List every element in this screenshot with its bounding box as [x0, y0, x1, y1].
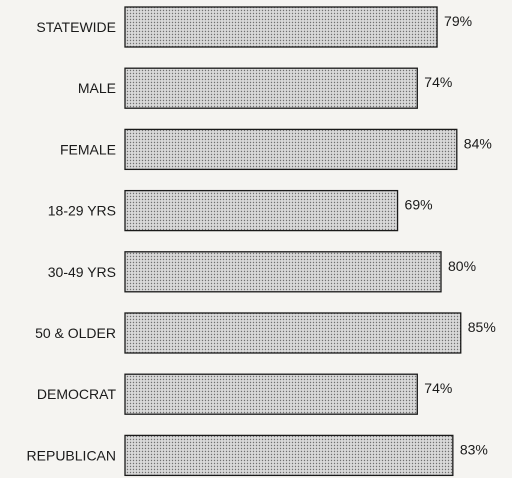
category-label-18-29-yrs: 18-29 YRS — [48, 203, 116, 219]
category-label-30-49-yrs: 30-49 YRS — [48, 264, 116, 280]
category-label-50-and-older: 50 & OLDER — [35, 325, 116, 341]
category-label-democrat: DEMOCRAT — [37, 386, 117, 402]
value-label-30-49-yrs: 80% — [448, 258, 476, 274]
category-label-female: FEMALE — [60, 141, 116, 157]
category-label-statewide: STATEWIDE — [36, 19, 116, 35]
bar-statewide — [124, 6, 438, 48]
bar-male — [124, 67, 418, 109]
value-label-democrat: 74% — [424, 380, 452, 396]
value-label-18-29-yrs: 69% — [405, 197, 433, 213]
value-label-50-and-older: 85% — [468, 319, 496, 335]
category-label-male: MALE — [78, 80, 116, 96]
bar-democrat — [124, 373, 418, 415]
value-label-republican: 83% — [460, 441, 488, 457]
value-label-statewide: 79% — [444, 13, 472, 29]
bar-30-49-yrs — [124, 251, 442, 293]
bar-republican — [124, 434, 454, 477]
value-label-male: 74% — [424, 74, 452, 90]
value-label-female: 84% — [464, 135, 492, 151]
bar-female — [124, 128, 458, 171]
bar-18-29-yrs — [124, 189, 399, 232]
category-label-republican: REPUBLICAN — [27, 447, 116, 463]
bar-50-and-older — [124, 312, 462, 354]
chart-marks: STATEWIDE 79% MALE 74% FEMALE 84% 18-29 YRS 69%… — [27, 6, 496, 477]
